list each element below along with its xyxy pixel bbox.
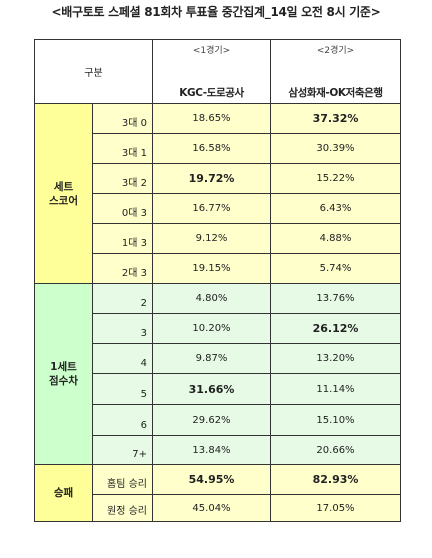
row-label: 홈팀 승리	[92, 464, 153, 495]
game1-rate: 19.15%	[152, 253, 271, 284]
section-label-line: 점수차	[49, 375, 78, 387]
row-label: 7+	[92, 435, 153, 465]
game1-rate: 10.20%	[152, 313, 271, 344]
game2-rate: 13.76%	[270, 283, 401, 314]
vote-rate-table: 구분 <1경기> <2경기> KGC-도로공사 삼성화재-OK저축은행 세트 스코…	[34, 39, 401, 522]
table-row: 7+ 13.84% 20.66%	[35, 435, 401, 465]
row-label: 3대 0	[92, 103, 153, 134]
section-label-line: 스코어	[49, 194, 78, 207]
game1-rate: 54.95%	[152, 464, 271, 495]
game2-rate: 37.32%	[270, 103, 401, 134]
game2-rate: 4.88%	[270, 223, 401, 254]
game2-rate: 26.12%	[270, 313, 401, 344]
row-label: 0대 3	[92, 193, 153, 224]
table-row: 원정 승리 45.04% 17.05%	[35, 494, 401, 522]
game1-rate: 29.62%	[152, 404, 271, 436]
header-row-bottom: KGC-도로공사 삼성화재-OK저축은행	[35, 56, 401, 104]
row-label: 6	[92, 404, 153, 436]
game2-rate: 13.20%	[270, 343, 401, 374]
table-row: 4 9.87% 13.20%	[35, 343, 401, 374]
section-label: 승패	[34, 464, 93, 522]
game2-teams: 삼성화재-OK저축은행	[270, 56, 401, 104]
game2-rate: 11.14%	[270, 373, 401, 405]
header-row-top: 구분 <1경기> <2경기>	[34, 39, 401, 104]
table-row: 1세트 점수차 2 4.80% 13.76%	[34, 283, 401, 465]
row-label: 4	[92, 343, 153, 374]
section-label-line: 세트	[53, 180, 74, 193]
game1-rate: 13.84%	[152, 435, 271, 465]
game1-rate: 16.58%	[152, 133, 271, 164]
game1-rate: 45.04%	[152, 494, 271, 522]
game1-rate: 19.72%	[152, 163, 271, 194]
row-label: 2	[92, 283, 153, 314]
game1-rate: 9.87%	[152, 343, 271, 374]
game1-rate: 18.65%	[152, 103, 271, 134]
game2-rate: 15.10%	[270, 404, 401, 436]
table-row: 3 10.20% 26.12%	[35, 313, 401, 344]
game1-rate: 9.12%	[152, 223, 271, 254]
table-row: 2대 3 19.15% 5.74%	[35, 253, 401, 284]
game2-rate: 30.39%	[270, 133, 401, 164]
table-row: 3대 2 19.72% 15.22%	[35, 163, 401, 194]
page-title: <배구토토 스페셜 81회차 투표율 중간집계_14일 오전 8시 기준>	[51, 5, 381, 19]
game2-rate: 20.66%	[270, 435, 401, 465]
game1-teams: KGC-도로공사	[152, 56, 271, 104]
game1-rate: 31.66%	[152, 373, 271, 405]
row-label: 5	[92, 373, 153, 405]
table-row: 5 31.66% 11.14%	[35, 373, 401, 405]
game2-rate: 15.22%	[270, 163, 401, 194]
game2-rate: 17.05%	[270, 494, 401, 522]
game2-rate: 82.93%	[270, 464, 401, 495]
section-label-line: 승패	[53, 487, 74, 499]
row-label: 원정 승리	[92, 494, 153, 522]
table-row: 3대 1 16.58% 30.39%	[35, 133, 401, 164]
table-row: 승패 홈팀 승리 54.95% 82.93%	[34, 464, 401, 522]
game1-rate: 16.77%	[152, 193, 271, 224]
game2-rate: 6.43%	[270, 193, 401, 224]
row-label: 3대 2	[92, 163, 153, 194]
game2-rate: 5.74%	[270, 253, 401, 284]
section-label: 세트 스코어	[34, 103, 93, 284]
gubun-header: 구분	[34, 39, 153, 104]
game2-number: <2경기>	[270, 39, 401, 57]
table-row: 세트 스코어 3대 0 18.65% 37.32%	[34, 103, 401, 284]
section-label-line: 1세트	[50, 361, 77, 373]
game1-rate: 4.80%	[152, 283, 271, 314]
row-label: 2대 3	[92, 253, 153, 284]
row-label: 3	[92, 313, 153, 344]
table-row: 0대 3 16.77% 6.43%	[35, 193, 401, 224]
row-label: 3대 1	[92, 133, 153, 164]
row-label: 1대 3	[92, 223, 153, 254]
table-row: 1대 3 9.12% 4.88%	[35, 223, 401, 254]
game1-number: <1경기>	[152, 39, 271, 57]
